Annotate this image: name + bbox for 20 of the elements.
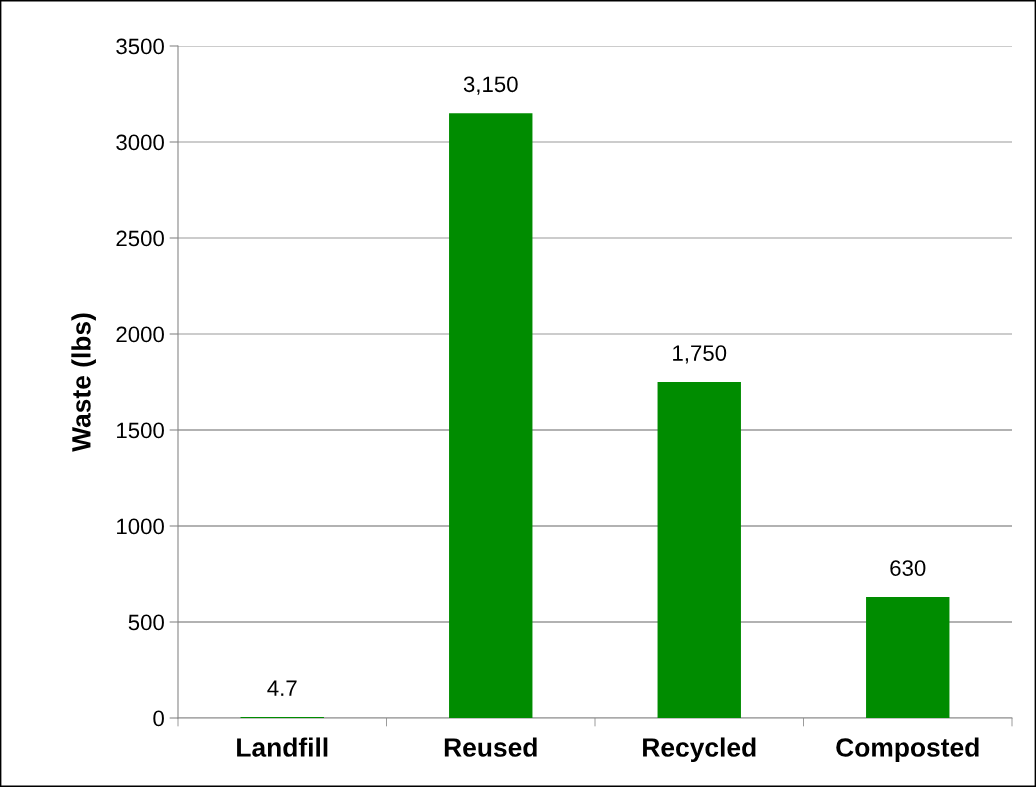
data-label: 630 (890, 560, 926, 576)
y-tick-label: 0 (153, 710, 164, 727)
y-tick-label: 1500 (117, 422, 164, 439)
x-tick-label: Recycled (643, 737, 756, 763)
y-tick-label: 3500 (116, 38, 164, 55)
y-tick-label: 1000 (117, 518, 164, 535)
bar (866, 597, 950, 718)
data-label: 4.7 (267, 680, 297, 696)
y-tick-label: 2500 (116, 230, 164, 247)
data-label: 1,750 (673, 345, 727, 364)
x-tick-label: Reused (444, 737, 537, 757)
bar (657, 382, 741, 718)
bar (449, 113, 533, 718)
x-tick-label: Landfill (237, 737, 328, 757)
y-tick-label: 500 (128, 614, 164, 631)
x-tick-label: Composted (836, 737, 979, 763)
data-label: 3,150 (463, 76, 518, 95)
y-tick-label: 3000 (116, 134, 164, 151)
y-axis-title: Waste (lbs) (71, 313, 96, 452)
y-tick-label: 2000 (116, 326, 164, 343)
